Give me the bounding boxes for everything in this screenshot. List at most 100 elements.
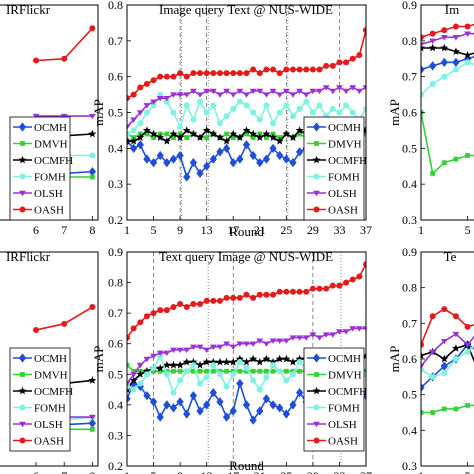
data-point-ocmh [249,150,257,161]
data-point-dmvh [465,402,470,408]
data-point-ocmfh [255,357,264,366]
data-point-ocmh [429,61,437,71]
legend-marker-oash [19,437,26,444]
legend-marker-fomh [313,404,320,411]
data-point-ocmh [295,147,304,157]
data-point-fomh [243,365,250,372]
data-point-oash [303,66,310,73]
data-point-olsh [336,85,343,91]
legend-label: OCMFH [34,155,73,167]
data-point-dmvh [164,131,170,137]
data-point-oash [230,70,237,77]
data-point-oash [276,288,283,295]
data-point-olsh [196,92,204,98]
data-point-olsh [282,88,290,95]
data-point-fomh [216,371,223,378]
data-point-fomh [150,102,157,109]
x-tick-label: 29 [307,469,319,474]
data-point-oash [349,276,356,283]
data-point-oash [283,66,290,73]
x-tick-label: 17 [227,469,239,474]
data-point-oash [143,313,150,320]
data-point-fomh [276,368,283,375]
data-point-ocmfh [288,133,297,141]
data-point-fomh [230,105,237,112]
chart-title: Te [444,249,457,264]
data-point-olsh [229,92,237,98]
data-point-ocmfh [136,370,145,378]
data-point-ocmh [216,147,224,157]
data-point-oash [127,95,130,102]
x-tick-label: 8 [89,223,95,237]
data-point-olsh [263,341,270,347]
data-point-dmvh [250,368,256,374]
data-point-dmvh [441,406,447,412]
data-point-ocmfh [421,351,425,359]
data-point-oash [464,23,471,30]
data-point-fomh [283,102,290,109]
data-point-dmvh [430,410,436,415]
data-point-oash [263,66,270,73]
data-point-fomh [236,359,243,366]
data-point-oash [270,291,277,298]
chart-title: Text query Image @ NUS-WIDE [159,249,333,264]
y-tick-label: 0.2 [108,213,123,227]
data-point-dmvh [204,135,210,140]
data-point-olsh [464,31,471,37]
data-point-oash [177,70,184,77]
data-point-ocmh [169,403,178,413]
legend-marker-oash [19,206,26,213]
data-point-fomh [256,386,263,393]
data-point-oash [210,297,217,304]
data-point-ocmh [236,378,244,389]
data-point-oash [464,323,471,330]
data-point-olsh [269,88,277,95]
chart-title: Im [445,2,459,17]
data-point-oash [127,334,130,341]
data-point-ocmh [130,143,138,153]
y-tick-label: 0.5 [402,141,417,155]
data-point-olsh [421,42,425,48]
data-point-olsh [223,341,230,347]
data-point-olsh [302,92,310,98]
data-point-fomh [336,109,343,116]
data-point-oash [150,310,157,317]
data-point-olsh [229,344,237,350]
data-point-fomh [250,377,257,384]
data-point-ocmh [176,397,184,407]
x-tick-label: 21 [254,223,266,237]
data-point-fomh [230,371,237,378]
data-point-fomh [296,105,303,112]
data-point-ocmh [143,391,151,401]
data-point-ocmfh [156,363,165,372]
data-point-ocmfh [262,129,271,138]
data-point-dmvh [217,368,223,374]
data-point-oash [197,300,204,307]
data-point-fomh [137,120,144,127]
x-tick-label: 1 [418,223,424,237]
data-point-ocmh [149,158,158,168]
data-point-dmvh [441,160,447,166]
data-point-olsh [216,92,224,98]
data-point-dmvh [224,131,229,137]
data-point-dmvh [89,174,95,180]
data-point-ocmh [269,143,277,153]
y-tick-label: 0.2 [108,459,123,473]
data-point-oash [236,294,243,301]
data-point-oash [256,70,263,77]
data-point-oash [243,70,250,77]
legend-marker-ocmfh [18,386,27,395]
data-point-olsh [349,326,357,332]
data-point-oash [230,294,237,301]
data-point-fomh [130,127,137,134]
data-point-fomh [441,73,448,80]
data-point-olsh [243,92,250,98]
data-point-fomh [203,374,210,381]
legend-marker-oash [313,206,320,213]
data-point-olsh [143,103,151,109]
data-point-ocmh [163,158,171,168]
legend-marker-olsh [19,190,26,197]
x-tick-label: 37 [360,469,372,474]
data-point-olsh [289,92,297,98]
